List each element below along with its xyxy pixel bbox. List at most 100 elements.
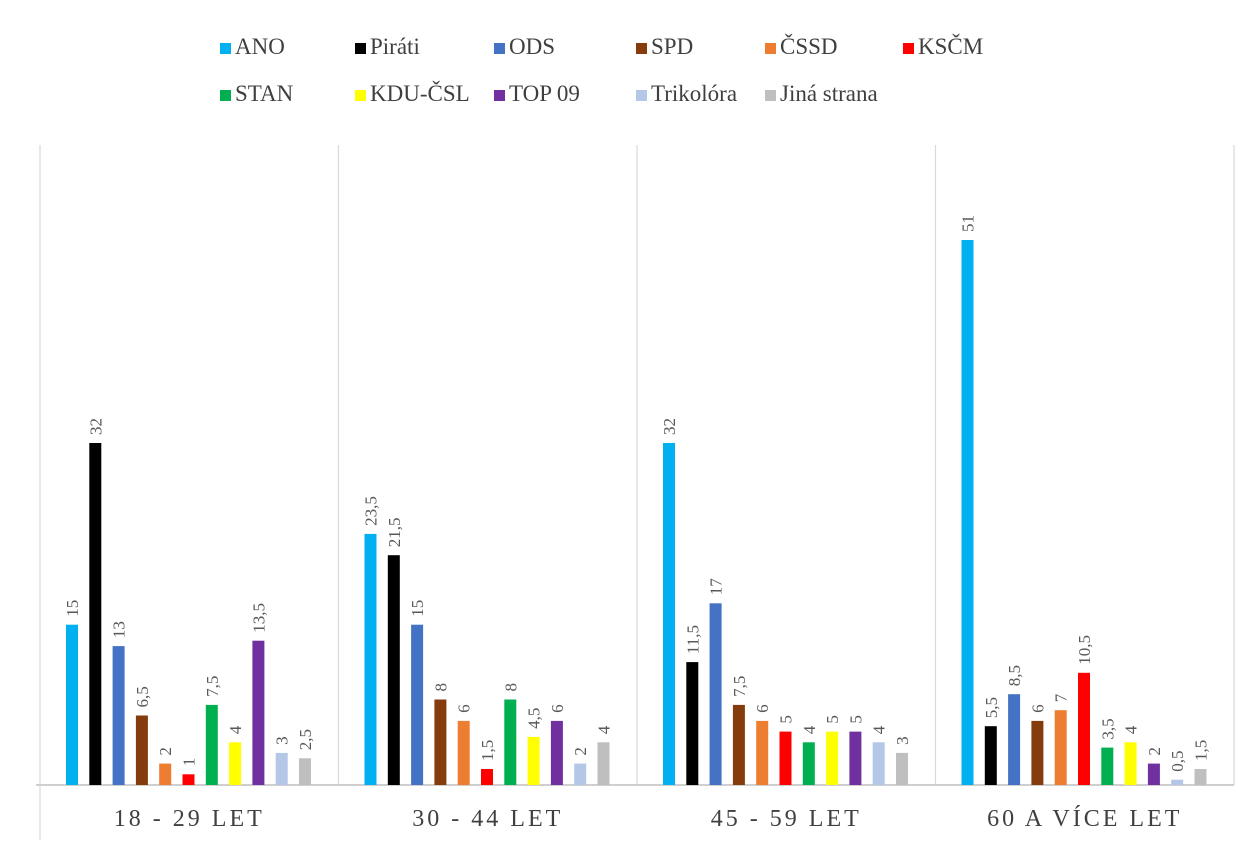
legend-label-top-09: TOP 09 (509, 81, 580, 106)
bar-trikolora-3 (872, 742, 885, 785)
legend-label-trikolora: Trikolóra (651, 81, 737, 106)
data-label-ods-1: 13 (110, 621, 129, 638)
legend-swatch-top-09 (494, 90, 505, 101)
legend-swatch-kdu-csl (355, 90, 366, 101)
data-label-spd-2: 8 (431, 683, 450, 692)
data-label-ano-1: 15 (63, 600, 82, 617)
bar-pirati-2 (387, 555, 400, 785)
data-label-spd-3: 7,5 (730, 676, 749, 697)
bar-jina-strana-3 (896, 752, 908, 785)
category-label-2: 30 - 44 LET (412, 806, 563, 832)
data-label-ano-2: 23,5 (362, 496, 381, 526)
legend-label-spd: SPD (651, 34, 693, 59)
legend-label-jina-strana: Jiná strana (780, 81, 878, 106)
bar-ano-4 (961, 240, 974, 785)
bar-spd-1 (135, 715, 148, 785)
data-label-cssd-2: 6 (455, 704, 474, 713)
legend-swatch-stan (220, 90, 231, 101)
bar-jina-strana-2 (597, 742, 610, 785)
bar-spd-3 (732, 704, 745, 785)
data-label-jina-strana-1: 2,5 (296, 729, 315, 750)
data-label-cssd-4: 7 (1052, 693, 1071, 702)
bar-cssd-2 (457, 720, 470, 785)
bar-spd-4 (1031, 720, 1044, 785)
legend-label-cssd: ČSSD (780, 33, 838, 59)
data-label-jina-strana-2: 4 (595, 725, 614, 734)
bar-kdu-csl-1 (229, 742, 242, 785)
data-label-stan-2: 8 (501, 683, 520, 692)
bar-jina-strana-4 (1194, 769, 1207, 785)
data-label-kscm-4: 10,5 (1075, 635, 1094, 665)
data-label-ano-4: 51 (959, 215, 978, 232)
data-label-pirati-2: 21,5 (385, 517, 404, 547)
bar-ods-2 (411, 624, 424, 785)
data-label-spd-1: 6,5 (133, 686, 152, 707)
bar-cssd-4 (1054, 710, 1067, 785)
bar-ods-1 (112, 646, 125, 785)
category-label-4: 60 A VÍCE LET (987, 806, 1182, 832)
data-label-kscm-1: 1 (180, 758, 199, 767)
bar-trikolora-2 (574, 763, 587, 785)
bar-kdu-csl-2 (527, 736, 540, 785)
data-label-kdu-csl-2: 4,5 (525, 708, 544, 729)
bar-kscm-3 (779, 731, 792, 785)
legend: ANO Piráti ODS SPD ČSSD KSČM STAN KDU-ČSL TOP 09… (220, 33, 983, 106)
bar-top-09-3 (849, 731, 862, 785)
data-label-top-09-3: 5 (846, 715, 865, 724)
legend-label-ano: ANO (235, 34, 285, 59)
data-label-stan-3: 4 (800, 725, 819, 734)
bar-top-09-1 (252, 640, 265, 785)
bar-ods-3 (709, 603, 722, 785)
bar-ods-4 (1008, 694, 1021, 785)
bar-stan-3 (802, 742, 815, 785)
data-label-cssd-1: 2 (156, 747, 175, 756)
bar-cssd-3 (756, 720, 769, 785)
category-label-1: 18 - 29 LET (114, 806, 265, 832)
bar-top-09-2 (550, 720, 563, 785)
legend-label-ods: ODS (509, 34, 555, 59)
bar-jina-strana-1 (299, 758, 311, 785)
data-label-kscm-3: 5 (777, 715, 796, 724)
bar-trikolora-4 (1171, 779, 1184, 785)
data-label-trikolora-1: 3 (273, 736, 292, 745)
bar-ano-3 (663, 443, 675, 785)
legend-swatch-trikolora (636, 90, 647, 101)
data-label-ods-2: 15 (408, 600, 427, 617)
bar-stan-4 (1101, 747, 1114, 785)
data-label-jina-strana-4: 1,5 (1192, 740, 1211, 761)
legend-swatch-ano (220, 43, 231, 54)
data-label-top-09-1: 13,5 (249, 603, 268, 633)
data-label-pirati-3: 11,5 (683, 625, 702, 654)
data-label-top-09-2: 6 (548, 704, 567, 713)
data-label-ods-4: 8,5 (1005, 665, 1024, 686)
legend-label-pirati: Piráti (370, 34, 420, 59)
bar-kscm-4 (1078, 672, 1090, 785)
bar-stan-1 (205, 704, 218, 785)
data-label-stan-4: 3,5 (1098, 718, 1117, 739)
legend-swatch-jina-strana (765, 90, 776, 101)
data-label-trikolora-2: 2 (571, 747, 590, 756)
legend-swatch-pirati (355, 43, 366, 54)
data-label-ods-3: 17 (707, 578, 726, 596)
bar-kscm-1 (182, 774, 195, 785)
data-label-cssd-3: 6 (753, 704, 772, 713)
data-label-kscm-2: 1,5 (478, 740, 497, 761)
bar-trikolora-1 (275, 752, 288, 785)
data-label-ano-3: 32 (660, 418, 679, 435)
legend-label-stan: STAN (235, 81, 294, 106)
bar-kdu-csl-3 (826, 731, 839, 785)
bar-top-09-4 (1147, 763, 1160, 785)
data-label-top-09-4: 2 (1145, 747, 1164, 756)
bar-kdu-csl-4 (1124, 742, 1137, 785)
data-label-pirati-1: 32 (86, 418, 105, 435)
bar-ano-2 (364, 533, 377, 785)
bar-cssd-1 (159, 763, 172, 785)
bar-pirati-4 (984, 726, 997, 785)
data-label-trikolora-3: 4 (870, 725, 889, 734)
bar-ano-1 (66, 624, 78, 785)
bar-kscm-2 (481, 769, 493, 785)
data-label-trikolora-4: 0,5 (1168, 750, 1187, 771)
data-label-kdu-csl-1: 4 (226, 725, 245, 734)
